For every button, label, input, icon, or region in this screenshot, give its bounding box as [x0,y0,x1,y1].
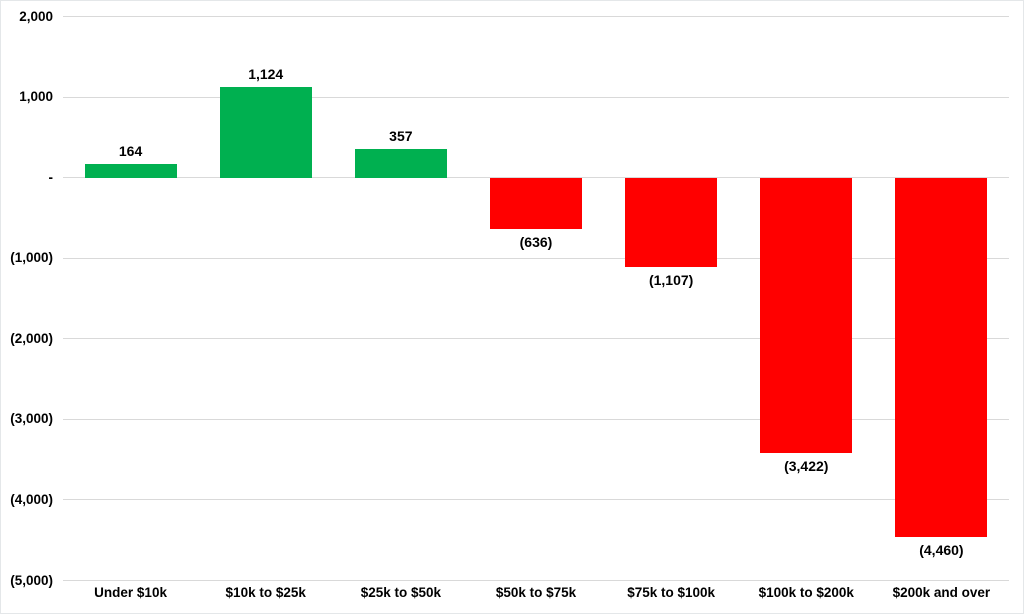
bar-negative [625,177,718,267]
bar-data-label: (636) [519,233,553,250]
x-axis-category-label: $10k to $25k [225,585,306,600]
y-axis-tick-label: (1,000) [10,250,53,266]
gridline [63,96,1009,98]
bar-negative [895,177,988,537]
x-axis-category-label: $50k to $75k [495,585,577,600]
gridline [63,16,1009,17]
bar-negative [490,177,582,229]
bar-data-label: (3,422) [784,458,829,475]
gridline [63,257,1009,259]
x-axis-category-label: $100k to $200k [758,585,854,600]
bar-data-label: (1,107) [648,271,694,288]
x-axis-category-label: Under $10k [94,585,167,600]
x-axis-category-label: $200k and over [892,585,991,600]
gridline [63,418,1009,420]
y-axis-tick-label: (4,000) [10,491,53,507]
y-axis-tick-label: 1,000 [19,89,53,105]
y-axis-tick-label: - [48,169,54,185]
bar-positive [354,148,447,178]
gridline [63,338,1009,340]
y-axis-tick-label: (5,000) [10,572,53,588]
bar-negative [760,177,853,454]
bar-data-label: 357 [389,127,413,144]
x-axis-category-label: $75k to $100k [627,585,716,600]
x-axis-category-label: $25k to $50k [360,585,441,600]
bar-positive [219,87,312,178]
y-axis-tick-label: (2,000) [10,330,53,346]
bar-data-label: (4,460) [919,541,964,558]
y-axis-tick-label: (3,000) [10,411,53,427]
y-axis-tick-label: 2,000 [19,8,53,24]
gridline [63,580,1009,581]
bar-data-label: 1,124 [248,66,284,83]
bar-data-label: 164 [118,143,143,160]
bar-positive [84,164,177,178]
gridline [63,499,1009,501]
